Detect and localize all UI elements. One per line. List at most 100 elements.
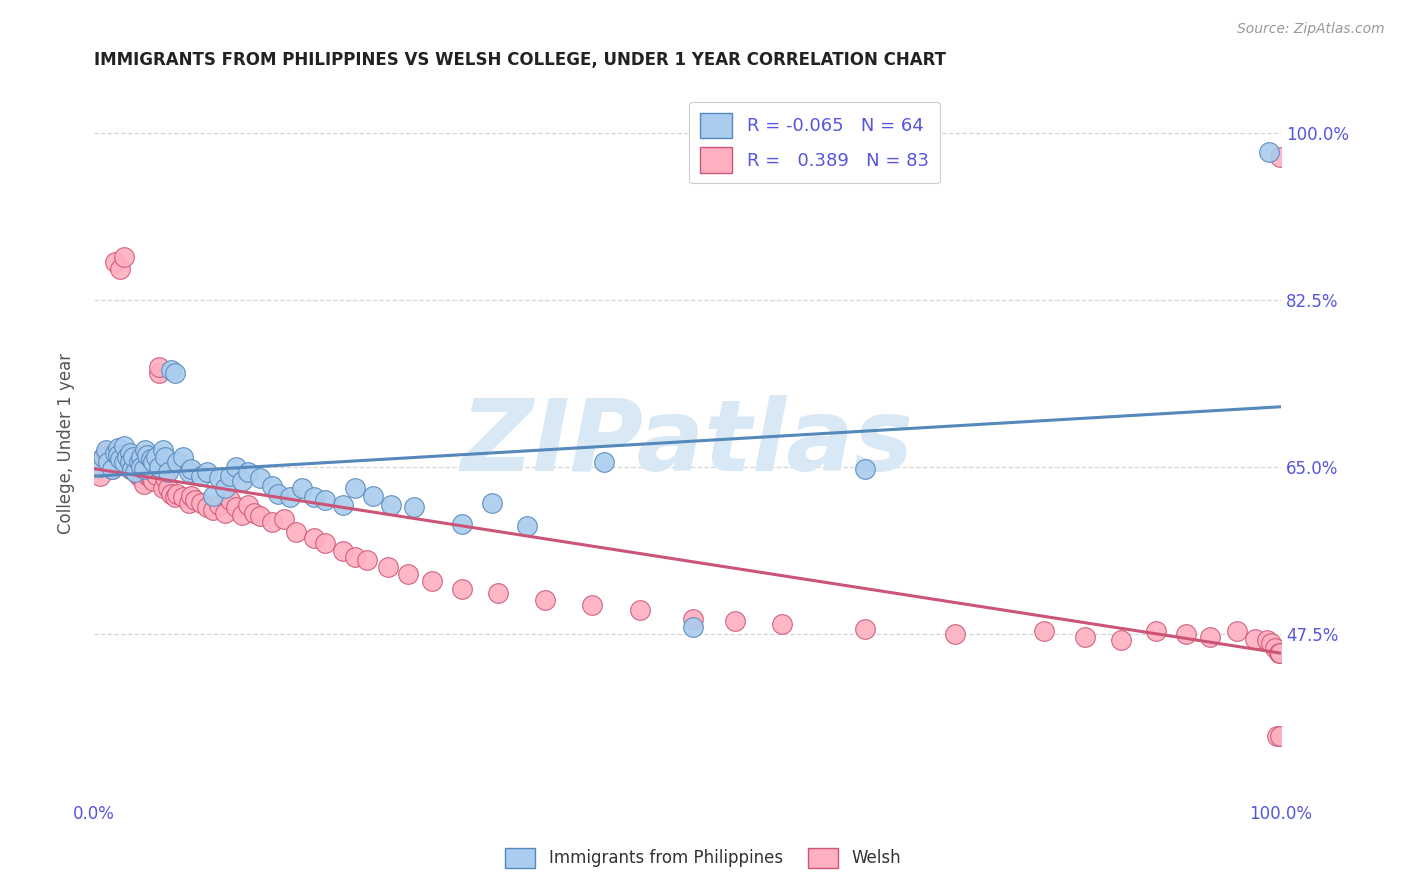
Point bbox=[267, 486, 290, 500]
Point bbox=[148, 459, 170, 474]
Point bbox=[93, 450, 115, 465]
Text: ZIPatlas: ZIPatlas bbox=[461, 394, 914, 491]
Point bbox=[314, 493, 336, 508]
Point bbox=[219, 493, 242, 508]
Point bbox=[89, 469, 111, 483]
Point bbox=[451, 517, 474, 532]
Point bbox=[128, 455, 150, 469]
Point bbox=[148, 359, 170, 374]
Text: Source: ZipAtlas.com: Source: ZipAtlas.com bbox=[1237, 22, 1385, 37]
Point bbox=[943, 626, 966, 640]
Point bbox=[190, 496, 212, 510]
Point bbox=[112, 439, 135, 453]
Y-axis label: College, Under 1 year: College, Under 1 year bbox=[58, 352, 75, 533]
Point bbox=[184, 493, 207, 508]
Point bbox=[115, 450, 138, 465]
Point bbox=[420, 574, 443, 589]
Point bbox=[201, 489, 224, 503]
Point bbox=[115, 455, 138, 469]
Point bbox=[1258, 145, 1281, 160]
Point bbox=[108, 452, 131, 467]
Point bbox=[166, 455, 188, 469]
Point bbox=[238, 498, 260, 512]
Point bbox=[1264, 641, 1286, 656]
Legend: R = -0.065   N = 64, R =   0.389   N = 83: R = -0.065 N = 64, R = 0.389 N = 83 bbox=[689, 102, 939, 184]
Point bbox=[177, 496, 200, 510]
Point bbox=[682, 612, 704, 626]
Point bbox=[332, 543, 354, 558]
Point bbox=[152, 481, 174, 495]
Point bbox=[121, 462, 143, 476]
Point bbox=[1268, 646, 1291, 660]
Point bbox=[100, 462, 122, 476]
Point bbox=[156, 481, 179, 495]
Point bbox=[107, 449, 129, 463]
Point bbox=[1074, 630, 1097, 644]
Text: IMMIGRANTS FROM PHILIPPINES VS WELSH COLLEGE, UNDER 1 YEAR CORRELATION CHART: IMMIGRANTS FROM PHILIPPINES VS WELSH COL… bbox=[94, 51, 946, 69]
Point bbox=[142, 474, 165, 488]
Point bbox=[724, 615, 747, 629]
Point bbox=[112, 455, 135, 469]
Point bbox=[314, 536, 336, 550]
Point bbox=[104, 445, 127, 459]
Point bbox=[1260, 636, 1282, 650]
Point bbox=[1144, 624, 1167, 638]
Point bbox=[1268, 729, 1291, 743]
Point bbox=[166, 486, 188, 500]
Point bbox=[291, 481, 314, 495]
Point bbox=[451, 582, 474, 596]
Point bbox=[118, 462, 141, 476]
Point bbox=[180, 489, 202, 503]
Point bbox=[108, 450, 131, 465]
Point bbox=[104, 450, 127, 465]
Point bbox=[273, 512, 295, 526]
Point bbox=[195, 500, 218, 514]
Point bbox=[112, 250, 135, 264]
Point bbox=[108, 261, 131, 276]
Point bbox=[160, 362, 183, 376]
Point bbox=[238, 465, 260, 479]
Point bbox=[107, 441, 129, 455]
Point bbox=[190, 469, 212, 483]
Point bbox=[97, 455, 120, 469]
Point bbox=[131, 450, 153, 465]
Point bbox=[682, 620, 704, 634]
Point bbox=[131, 459, 153, 474]
Point bbox=[225, 500, 247, 514]
Point bbox=[145, 450, 167, 465]
Point bbox=[302, 491, 325, 505]
Point bbox=[93, 450, 115, 465]
Point bbox=[134, 442, 156, 457]
Point bbox=[172, 491, 194, 505]
Legend: Immigrants from Philippines, Welsh: Immigrants from Philippines, Welsh bbox=[499, 841, 907, 875]
Point bbox=[104, 255, 127, 269]
Point bbox=[100, 462, 122, 476]
Point bbox=[344, 550, 367, 565]
Point bbox=[122, 450, 145, 465]
Point bbox=[855, 462, 877, 476]
Point bbox=[260, 479, 283, 493]
Point bbox=[148, 367, 170, 381]
Point bbox=[1267, 646, 1289, 660]
Point bbox=[172, 450, 194, 465]
Point bbox=[855, 622, 877, 636]
Point bbox=[278, 491, 301, 505]
Point bbox=[142, 455, 165, 469]
Point bbox=[260, 515, 283, 529]
Point bbox=[231, 474, 253, 488]
Point bbox=[1032, 624, 1054, 638]
Point bbox=[139, 452, 162, 467]
Point bbox=[1226, 624, 1249, 638]
Point bbox=[139, 471, 162, 485]
Point bbox=[118, 455, 141, 469]
Point bbox=[153, 471, 176, 485]
Point bbox=[332, 498, 354, 512]
Point bbox=[243, 506, 266, 520]
Point bbox=[207, 471, 229, 485]
Point bbox=[163, 491, 186, 505]
Point bbox=[163, 367, 186, 381]
Point bbox=[249, 509, 271, 524]
Point bbox=[486, 586, 509, 600]
Point bbox=[770, 617, 793, 632]
Point bbox=[132, 477, 155, 491]
